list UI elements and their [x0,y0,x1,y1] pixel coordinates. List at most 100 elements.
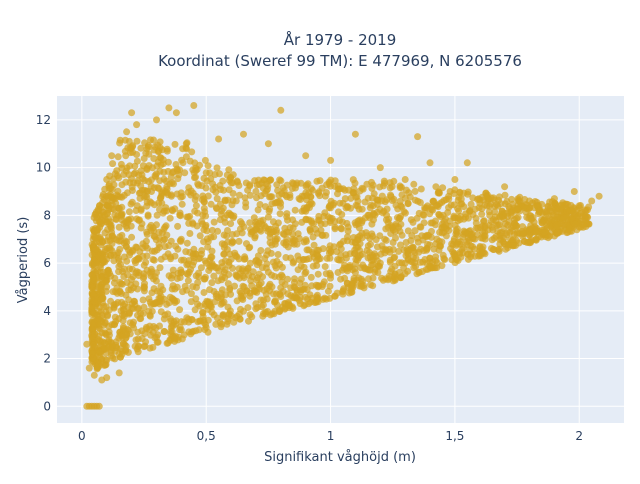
data-point [154,141,162,149]
data-point [114,153,122,161]
data-point [364,242,372,250]
data-point [289,216,297,224]
data-point [426,210,434,218]
data-point [327,182,334,190]
data-point [140,155,148,162]
data-point [107,193,115,201]
data-point [300,192,308,200]
data-point [164,158,172,166]
data-point [186,157,194,165]
data-point [128,233,136,241]
data-point [116,245,124,253]
data-point [335,256,343,264]
data-point [200,174,208,182]
data-point [531,223,539,231]
data-point [90,291,98,299]
data-point [202,184,210,192]
data-point [302,237,310,245]
data-point [478,210,486,218]
data-point [133,137,141,145]
data-point [171,252,179,260]
data-point [457,238,465,246]
data-point [312,225,320,233]
data-point [220,244,228,252]
data-point [429,197,437,205]
data-point [343,279,351,287]
data-point [501,191,509,199]
data-point [438,238,446,246]
data-point [202,259,210,267]
data-point [516,193,524,201]
data-point [481,235,489,243]
data-point [463,238,471,246]
data-point [392,201,400,209]
data-point [221,257,229,265]
data-point [254,252,262,260]
data-point [550,216,558,224]
data-point [219,311,227,319]
data-point [261,255,269,262]
data-point [339,290,347,298]
x-tick-label: 2 [575,429,583,443]
data-point [494,221,502,229]
x-tick-label: 0,5 [197,429,216,443]
data-point [246,219,254,227]
data-point [364,211,372,219]
data-point [183,239,191,247]
data-point [235,237,243,245]
data-point [98,255,106,263]
data-point [90,298,98,305]
data-point [339,199,347,207]
data-point [395,247,403,255]
data-point [268,200,276,208]
data-point [284,275,292,283]
data-point [411,187,419,195]
data-point [421,206,429,214]
data-point [257,192,265,200]
data-point [360,282,368,289]
data-point [337,240,345,248]
data-point [289,293,297,301]
data-point [188,148,196,156]
data-point [236,225,244,233]
data-point [262,187,270,195]
data-point [147,136,154,144]
data-point [404,199,412,207]
data-point [331,177,339,185]
data-point [410,180,418,188]
data-point [93,283,101,291]
data-point [88,241,96,248]
data-point [303,205,311,213]
data-point [300,263,308,271]
data-point [109,288,117,296]
data-point [183,261,191,269]
data-point [219,177,227,185]
data-point [519,229,527,237]
data-point [491,208,499,216]
data-point [548,228,556,236]
data-point [196,302,204,310]
data-point [183,145,190,153]
data-point [201,273,209,281]
data-point [420,211,428,219]
data-point [301,281,309,289]
data-point [349,189,357,196]
data-point [124,271,132,279]
data-point [282,254,290,261]
data-point [450,201,458,209]
data-point [461,228,469,236]
data-point [417,223,425,231]
data-point [245,317,252,325]
data-point [192,295,200,303]
data-point [331,223,339,231]
data-point [525,231,533,239]
data-point [439,223,446,231]
data-point [426,254,434,262]
data-point [207,200,215,208]
data-point [268,193,276,201]
data-point [256,201,264,208]
data-point [147,221,155,229]
data-point [522,208,530,216]
data-point [253,288,261,296]
data-point [354,252,362,260]
